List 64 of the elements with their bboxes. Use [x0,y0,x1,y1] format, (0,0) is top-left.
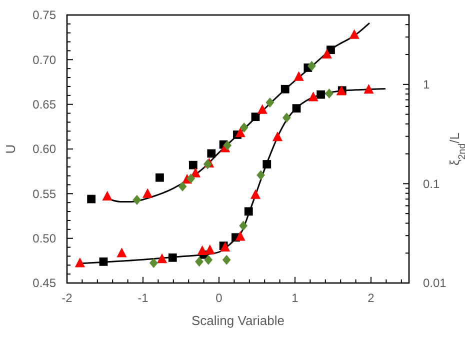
point [235,127,246,138]
point [262,160,272,168]
point [282,112,291,123]
point [239,220,248,231]
point [316,90,326,99]
point [223,140,232,150]
x-axis-title: Scaling Variable [192,313,284,328]
x-tick-label: 2 [368,291,375,305]
point [186,173,196,184]
point [87,194,96,204]
point [349,29,360,39]
y-tick-label: 0.45 [32,276,56,290]
point [116,248,127,258]
y-tick-label: 0.70 [32,52,56,67]
point [257,104,268,114]
point [204,254,213,265]
x-tick-label: 1 [292,291,299,305]
point [250,189,261,199]
point [251,112,260,122]
point [149,258,158,268]
point [292,104,301,113]
y2-tick-label: 0.1 [423,176,440,191]
y-tick-label: 0.75 [32,8,56,22]
y-axis-title: U [3,144,18,154]
point [222,254,231,265]
point [280,84,290,94]
point [240,122,248,133]
point [195,256,204,267]
x-tick-label: -1 [138,291,149,305]
point [156,253,168,264]
point [266,98,274,108]
point [364,84,374,94]
point [99,257,108,266]
point [308,92,318,102]
point [188,160,198,170]
y2-tick-label: 1 [423,78,430,92]
point [74,258,85,268]
y-tick-label: 0.65 [32,98,56,112]
point [197,245,208,255]
point [207,149,216,158]
point [203,159,212,170]
point [178,181,187,192]
point [235,231,246,241]
point [256,170,265,180]
x-tick-label: 0 [216,291,223,305]
point [220,242,230,252]
point [322,48,332,59]
point [142,188,153,198]
point [244,207,253,216]
point [308,60,316,71]
point [204,244,215,254]
point [190,168,200,178]
y-tick-label: 0.50 [32,232,56,246]
point [156,173,164,182]
x-tick-label: -2 [62,291,73,305]
y2-tick-label: 0.01 [423,276,447,290]
point [294,71,304,81]
point [168,253,177,262]
point [132,194,142,205]
point [102,190,112,201]
point [272,131,283,142]
y-tick-label: 0.55 [32,186,56,201]
y-tick-label: 0.60 [32,142,56,156]
point [325,88,334,99]
